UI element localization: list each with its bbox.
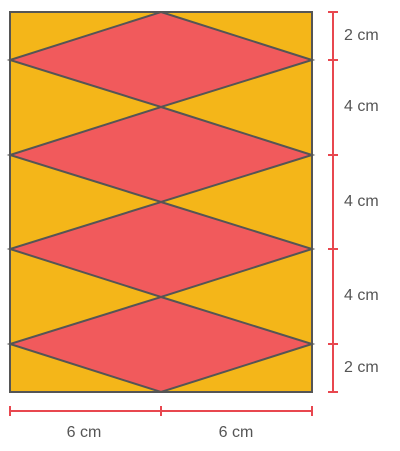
- vertical-label-3: 4 cm: [344, 193, 379, 210]
- vertical-label-2: 4 cm: [344, 98, 379, 115]
- horizontal-label-1: 6 cm: [66, 424, 102, 441]
- diamond-4: [6, 295, 316, 394]
- vertical-label-4: 4 cm: [344, 287, 379, 304]
- vertical-label-1: 2 cm: [344, 27, 379, 44]
- horizontal-label-2: 6 cm: [218, 424, 254, 441]
- vertical-label-5: 2 cm: [344, 359, 379, 376]
